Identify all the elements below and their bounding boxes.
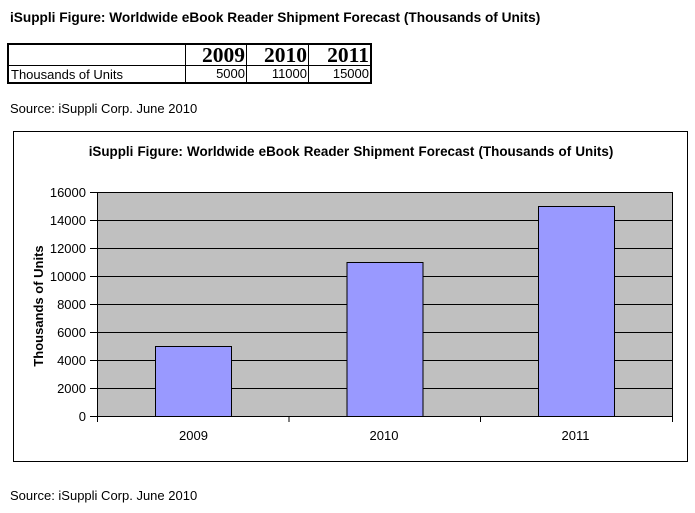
- svg-text:8000: 8000: [57, 297, 86, 312]
- svg-text:0: 0: [79, 409, 86, 424]
- svg-text:6000: 6000: [57, 325, 86, 340]
- svg-text:4000: 4000: [57, 353, 86, 368]
- svg-text:2010: 2010: [370, 428, 399, 443]
- svg-text:2000: 2000: [57, 381, 86, 396]
- svg-text:2011: 2011: [562, 428, 590, 443]
- svg-text:iSuppli Figure: Worldwide eBoo: iSuppli Figure: Worldwide eBook Reader S…: [89, 144, 614, 159]
- svg-text:10000: 10000: [50, 269, 86, 284]
- svg-text:14000: 14000: [50, 213, 86, 228]
- svg-text:Thousands of Units: Thousands of Units: [31, 245, 46, 366]
- svg-text:2009: 2009: [179, 428, 208, 443]
- svg-text:12000: 12000: [50, 241, 86, 256]
- svg-text:16000: 16000: [50, 185, 86, 200]
